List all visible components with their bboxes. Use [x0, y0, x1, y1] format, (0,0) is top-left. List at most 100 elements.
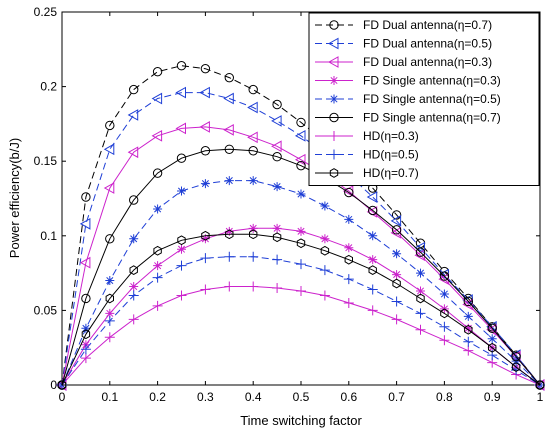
data-point	[128, 290, 139, 301]
data-point	[391, 296, 402, 307]
data-point	[415, 308, 426, 319]
legend-label: HD(η=0.5)	[363, 148, 419, 162]
data-point	[296, 286, 306, 297]
data-point	[248, 84, 258, 95]
data-point	[176, 153, 187, 163]
data-point	[129, 234, 139, 244]
data-point	[127, 109, 139, 121]
data-point	[327, 56, 339, 68]
x-axis-title: Time switching factor	[240, 413, 362, 428]
data-point	[80, 353, 91, 364]
data-point	[296, 189, 306, 199]
data-point	[416, 293, 425, 304]
data-point	[200, 234, 210, 244]
data-point	[329, 112, 339, 123]
data-point	[296, 259, 306, 270]
legend-label: FD Dual antenna(η=0.3)	[363, 55, 492, 69]
x-tick-label: 0.7	[388, 390, 405, 404]
data-point	[320, 201, 330, 211]
data-point	[366, 191, 378, 203]
data-point	[296, 238, 306, 249]
x-tick-label: 0.2	[149, 390, 166, 404]
data-point	[247, 101, 258, 114]
data-point	[415, 247, 426, 257]
data-point	[81, 192, 91, 202]
data-point	[248, 146, 258, 156]
y-tick-label: 0.15	[34, 154, 58, 168]
series-line	[61, 148, 541, 386]
data-point	[105, 234, 115, 244]
data-point	[105, 293, 114, 304]
data-point	[200, 146, 211, 156]
x-tick-label: 0.4	[245, 390, 262, 404]
data-point	[129, 265, 138, 275]
data-point	[248, 223, 258, 233]
data-point	[176, 290, 187, 301]
legend-item: HD(η=0.7)	[315, 166, 419, 180]
data-point	[343, 274, 354, 285]
data-point	[224, 251, 235, 262]
data-point	[105, 276, 115, 286]
legend-item: FD Single antenna(η=0.7)	[315, 111, 501, 125]
y-tick-label: 0.05	[34, 303, 58, 317]
data-point	[248, 176, 258, 186]
data-point	[416, 268, 425, 278]
data-point	[271, 115, 282, 127]
data-point	[153, 245, 162, 256]
data-point	[225, 229, 234, 240]
data-point	[128, 314, 139, 325]
data-point	[272, 283, 283, 294]
data-point	[416, 286, 425, 296]
data-point	[272, 223, 282, 233]
data-point	[104, 315, 115, 326]
data-point	[249, 229, 258, 240]
legend-item: FD Dual antenna(η=0.7)	[315, 18, 492, 32]
data-point	[175, 86, 186, 99]
data-point	[329, 168, 339, 178]
data-point	[79, 256, 91, 269]
data-point	[390, 226, 402, 239]
data-point	[414, 249, 425, 262]
legend-item: FD Single antenna(η=0.3)	[315, 74, 501, 88]
data-point	[487, 334, 497, 344]
data-point	[463, 311, 473, 321]
data-point	[200, 284, 211, 295]
data-point	[200, 179, 210, 189]
series-line	[61, 65, 541, 386]
data-point	[57, 380, 67, 390]
data-point	[440, 308, 449, 319]
data-point	[151, 92, 163, 105]
data-point	[199, 121, 210, 133]
data-point	[247, 131, 258, 144]
data-point	[272, 152, 282, 162]
y-tick-label: 0	[50, 378, 57, 392]
legend-item: FD Dual antenna(η=0.3)	[315, 55, 492, 69]
data-point	[344, 187, 354, 198]
legend-label: FD Single antenna(η=0.5)	[363, 92, 501, 106]
data-point	[391, 314, 402, 325]
data-point	[439, 289, 449, 299]
data-point	[152, 300, 163, 311]
data-point	[248, 251, 259, 262]
data-point	[392, 278, 401, 289]
data-point	[223, 124, 234, 136]
data-point	[368, 205, 378, 216]
y-axis-title: Power efficiency(b/J)	[7, 138, 22, 258]
data-point	[127, 146, 139, 159]
data-point	[79, 218, 91, 230]
data-point	[462, 298, 473, 311]
data-point	[320, 245, 330, 256]
data-point	[344, 254, 353, 265]
data-point	[488, 342, 497, 353]
data-point	[177, 235, 186, 246]
data-point	[329, 20, 339, 30]
data-point	[463, 345, 474, 356]
data-point	[391, 210, 402, 220]
data-point	[272, 254, 283, 265]
data-point	[439, 321, 450, 332]
y-tick-label: 0.2	[40, 80, 57, 94]
data-point	[535, 380, 545, 390]
data-point	[463, 336, 474, 347]
data-point	[344, 214, 354, 224]
data-point	[153, 261, 163, 271]
